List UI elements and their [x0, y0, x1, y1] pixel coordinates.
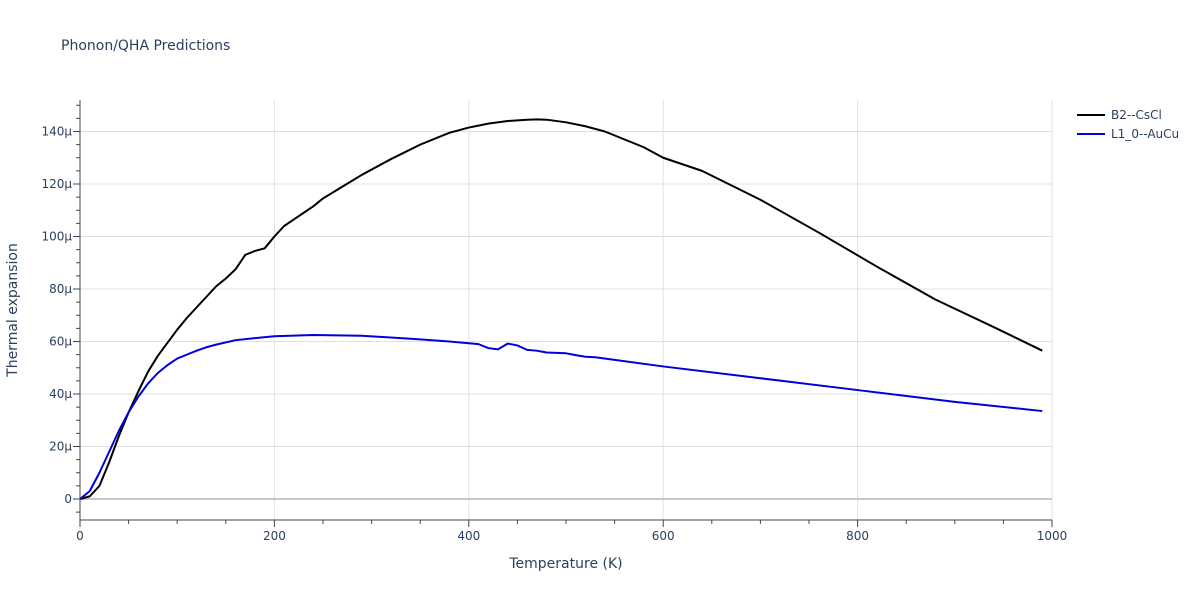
- legend-label: L1_0--AuCu: [1111, 127, 1179, 141]
- y-tick-label: 20μ: [49, 440, 72, 454]
- grid-lines: [80, 100, 1053, 520]
- y-tick-label: 100μ: [41, 230, 72, 244]
- x-tick-label: 1000: [1037, 529, 1068, 543]
- axes: 0 200 400 600 800 1000 0 20μ 40μ 60μ 80μ 100μ 120μ 14…: [41, 100, 1067, 543]
- x-tick-label: 0: [76, 529, 84, 543]
- x-tick-label: 800: [846, 529, 869, 543]
- y-tick-label: 120μ: [41, 177, 72, 191]
- x-tick-label: 200: [263, 529, 286, 543]
- y-tick-label: 40μ: [49, 387, 72, 401]
- series-line-0: [79, 118, 1043, 500]
- chart-title: Phonon/QHA Predictions: [61, 38, 230, 54]
- legend[interactable]: B2--CsCl L1_0--AuCu: [1077, 108, 1179, 141]
- x-tick-label: 600: [652, 529, 675, 543]
- plot-area: [79, 118, 1043, 500]
- y-tick-label: 80μ: [49, 282, 72, 296]
- legend-item-0[interactable]: B2--CsCl: [1077, 108, 1162, 122]
- x-axis-title: Temperature (K): [508, 556, 622, 572]
- series-line-1: [79, 333, 1043, 500]
- y-tick-label: 60μ: [49, 335, 72, 349]
- y-axis-title: Thermal expansion: [5, 243, 21, 378]
- y-tick-label: 0: [64, 492, 72, 506]
- legend-item-1[interactable]: L1_0--AuCu: [1077, 127, 1179, 141]
- legend-label: B2--CsCl: [1111, 108, 1162, 122]
- y-tick-label: 140μ: [41, 125, 72, 139]
- x-tick-label: 400: [457, 529, 480, 543]
